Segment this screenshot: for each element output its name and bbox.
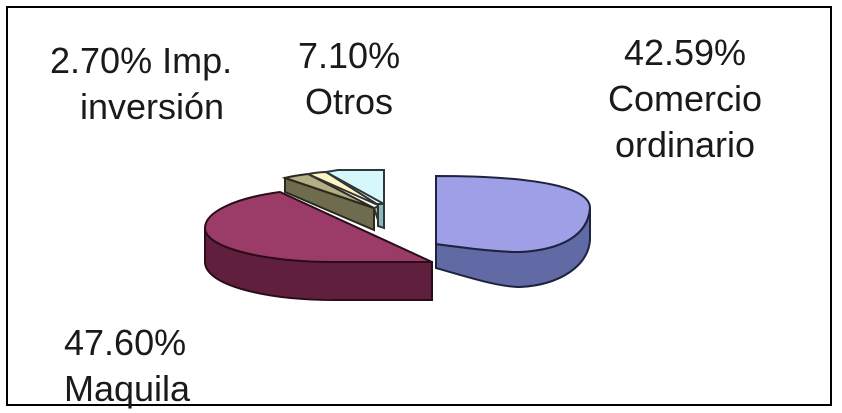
label-otros: 7.10% Otros	[298, 33, 400, 125]
label-maquila-line2: Maquila	[64, 368, 191, 409]
label-comercio-line1: 42.59%	[623, 32, 747, 73]
slice-comercio	[435, 174, 592, 289]
label-maquila-line1: 47.60%	[64, 322, 187, 363]
label-imp-inversion: 2.70% Imp. inversión	[50, 38, 232, 130]
label-comercio-line2: Comercio	[608, 78, 763, 119]
slice-otros-side	[377, 203, 385, 230]
label-otros-line2: Otros	[305, 81, 394, 122]
label-maquila: 47.60% Maquila	[64, 320, 190, 412]
slice-comercio-top	[435, 174, 592, 254]
label-imp-line1: 2.70% Imp.	[50, 40, 233, 81]
label-otros-line1: 7.10%	[298, 35, 401, 76]
slice-maquila-top	[203, 190, 433, 263]
slice-maquila	[203, 190, 433, 301]
slice-otros-top	[322, 169, 385, 206]
label-comercio: 42.59% Comercio ordinario	[608, 30, 762, 168]
label-imp-line2: inversión	[80, 86, 225, 127]
chart-frame	[6, 6, 832, 406]
label-comercio-line3: ordinario	[614, 124, 756, 165]
slice-otros	[322, 169, 385, 230]
